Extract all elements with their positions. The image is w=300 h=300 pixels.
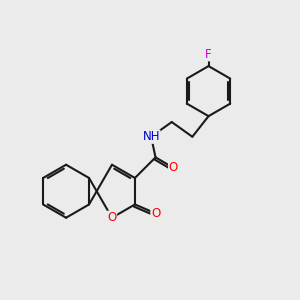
Text: O: O xyxy=(169,161,178,174)
Text: O: O xyxy=(151,207,160,220)
Text: O: O xyxy=(107,211,117,224)
Text: F: F xyxy=(205,48,212,61)
Text: NH: NH xyxy=(142,130,160,143)
